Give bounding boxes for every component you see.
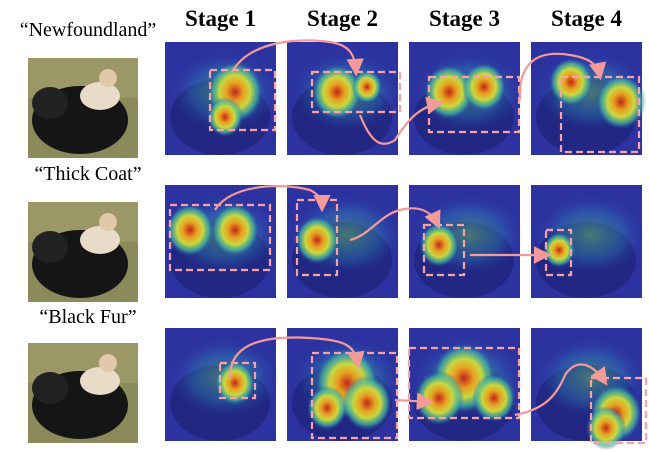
heatmap <box>531 42 646 155</box>
column-header: Stage 3 <box>429 6 500 31</box>
heatmap <box>531 328 646 450</box>
heatmap <box>287 42 402 155</box>
row-label: “Newfoundland” <box>20 19 157 41</box>
child-head <box>99 213 117 231</box>
heatmap-blob <box>352 71 382 104</box>
input-photo <box>28 343 138 443</box>
dog-head <box>32 87 68 119</box>
heatmap-blob <box>166 204 214 257</box>
heatmap <box>409 185 524 298</box>
figure: Stage 1 Stage 2 Stage 3 Stage 4 “Newfoundlan… <box>0 0 649 452</box>
child <box>80 367 120 395</box>
heatmap-blob <box>342 376 392 431</box>
heatmap <box>531 185 646 298</box>
heatmap-blob <box>462 63 506 111</box>
column-header: Stage 1 <box>185 6 256 31</box>
input-photo <box>28 58 138 158</box>
dog-head <box>32 231 68 263</box>
heatmap <box>409 42 524 155</box>
heatmap-blob <box>211 204 259 257</box>
dog-head <box>32 372 68 404</box>
heatmap-blob <box>295 216 339 264</box>
child-head <box>99 354 117 372</box>
heatmap <box>287 185 402 298</box>
child-head <box>99 69 117 87</box>
row-label: “Black Fur” <box>39 306 136 328</box>
heatmap-blob <box>549 58 593 106</box>
heatmap-blob <box>472 374 516 422</box>
child <box>80 82 120 110</box>
heatmap <box>409 328 524 441</box>
heatmap <box>165 42 280 155</box>
column-header: Stage 4 <box>551 6 622 31</box>
heatmap <box>165 328 280 441</box>
input-photo <box>28 202 138 302</box>
child <box>80 226 120 254</box>
row-label: “Thick Coat” <box>34 163 141 185</box>
column-header: Stage 2 <box>307 6 378 31</box>
